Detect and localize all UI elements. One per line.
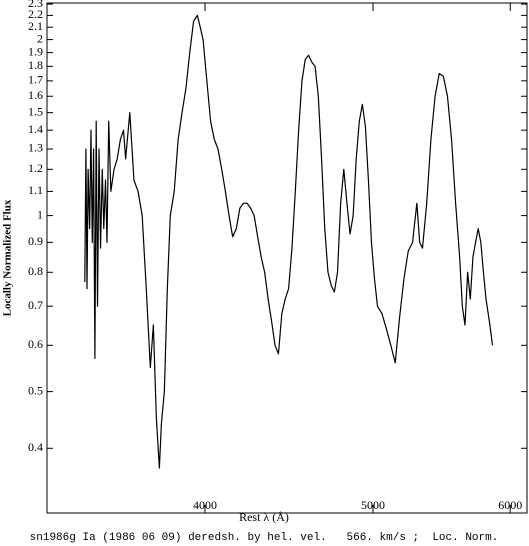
y-tick-label: 1.6 (28, 88, 43, 102)
caption: sn1986g Ia (1986 06 09) deredsh. by hel.… (30, 532, 499, 544)
x-tick-label: 6000 (498, 498, 522, 512)
y-tick-label: 2 (37, 31, 43, 45)
y-tick-label: 1.1 (28, 183, 43, 197)
y-tick-label: 1.3 (28, 141, 43, 155)
y-tick-label: 1.5 (28, 104, 43, 118)
y-tick-label: 0.7 (28, 298, 43, 312)
plot-frame (46, 2, 528, 514)
y-axis-label: Locally Normalized Flux (2, 199, 14, 316)
y-tick-label: 1.7 (28, 73, 43, 87)
y-tick-label: 1.2 (28, 161, 43, 175)
spectrum-line (84, 14, 494, 469)
y-tick-label: 0.5 (28, 383, 43, 397)
y-tick-label: 2.3 (28, 0, 43, 10)
y-tick-label: 2.1 (28, 19, 43, 33)
y-tick-label: 0.6 (28, 337, 43, 351)
x-tick-label: 4000 (193, 498, 217, 512)
y-tick-label: 1.8 (28, 58, 43, 72)
y-tick-label: 1.9 (28, 44, 43, 58)
x-tick-label: 5000 (361, 498, 385, 512)
y-tick-label: 0.8 (28, 264, 43, 278)
x-axis-label: Rest λ (Å) (239, 510, 289, 524)
y-tick-label: 1 (37, 207, 43, 221)
y-tick-label: 2.2 (28, 7, 43, 21)
y-tick-label: 0.9 (28, 234, 43, 248)
y-tick-label: 1.4 (28, 122, 43, 136)
y-tick-label: 0.4 (28, 440, 43, 454)
